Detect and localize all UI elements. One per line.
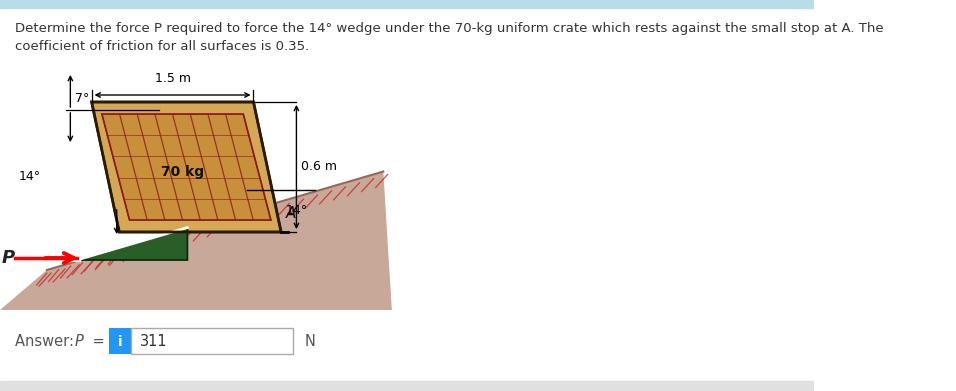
Polygon shape [92,102,281,232]
Polygon shape [76,228,187,260]
Polygon shape [0,172,392,310]
Text: 14°: 14° [285,203,308,217]
Polygon shape [102,114,271,220]
Text: =: = [88,334,104,350]
Bar [0,381,815,391]
Text: A: A [285,206,295,221]
Text: P: P [75,334,84,350]
Text: i: i [118,335,122,349]
Text: N: N [305,334,315,350]
Text: 14°: 14° [18,170,40,183]
Bar [131,328,293,354]
Text: Determine the force P required to force the 14° wedge under the 70-kg uniform cr: Determine the force P required to force … [15,22,884,35]
Text: coefficient of friction for all surfaces is 0.35.: coefficient of friction for all surfaces… [15,40,310,53]
Text: P: P [2,249,15,267]
Text: 0.6 m: 0.6 m [301,160,337,174]
Bar [109,328,131,354]
Text: 1.5 m: 1.5 m [155,72,190,85]
Text: 311: 311 [140,334,167,350]
Text: 70 kg: 70 kg [161,165,204,179]
Text: 7°: 7° [75,91,89,104]
Bar [0,0,815,8]
Text: Answer:: Answer: [15,334,79,350]
